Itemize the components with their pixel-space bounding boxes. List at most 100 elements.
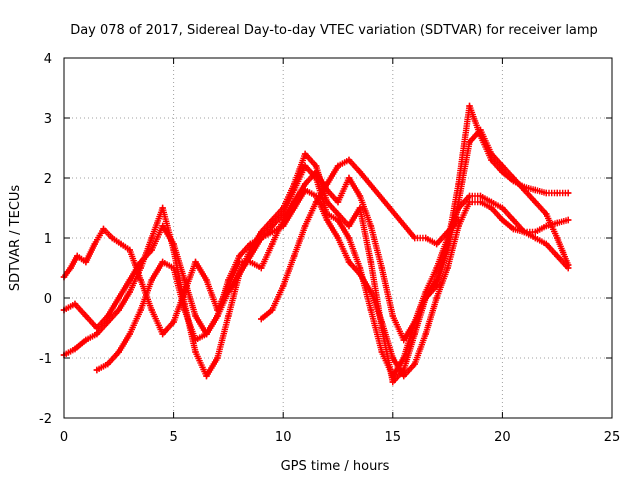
data-point [170,264,177,272]
data-point [345,258,353,266]
data-point [532,234,539,242]
data-point [258,264,265,272]
data-point [367,288,375,296]
data-point [521,228,528,236]
data-point [236,270,243,278]
data-point [181,306,188,314]
data-point [159,330,166,338]
data-point [345,156,353,164]
data-point [510,174,517,182]
data-point [192,336,199,344]
data-point [126,246,133,254]
data-point [192,312,199,320]
data-point [433,282,440,290]
data-point [422,330,429,338]
data-point [115,294,122,302]
data-point [67,264,74,272]
data-point [126,288,133,296]
data-point [269,228,276,236]
data-point [82,312,90,320]
data-point [532,186,539,194]
y-tick-label: 4 [44,52,52,67]
axis-ticks: 0 5 10 15 20 25 -2 -1 0 1 2 3 4 [39,52,620,445]
data-point [521,186,528,194]
data-point [411,360,418,368]
data-point [170,318,177,326]
data-point [115,348,122,356]
data-point [433,294,440,302]
data-point [532,198,539,206]
data-point [203,372,210,380]
data-point [312,198,320,206]
data-point [334,216,342,224]
data-point [290,186,298,194]
series-track-5 [258,156,462,323]
data-point [367,258,375,266]
data-point [356,204,364,212]
data-point [192,348,199,356]
x-tick-label: 5 [169,430,177,445]
data-point [312,162,320,170]
x-tick-label: 10 [275,430,292,445]
data-point [73,252,81,260]
data-point [543,189,550,197]
data-point [422,288,429,296]
data-point [71,345,79,353]
data-point [203,330,210,338]
data-point [203,276,210,284]
data-point [356,168,364,176]
data-point [301,150,309,158]
data-point [554,219,561,227]
data-point [82,336,90,344]
data-point [466,138,473,146]
data-point [345,222,353,230]
data-point [532,228,539,236]
data-point [301,180,309,188]
data-point [488,204,495,212]
data-point [104,360,112,368]
data-point [247,240,254,248]
x-tick-label: 25 [604,430,621,445]
data-point [91,240,98,248]
data-point [477,198,484,206]
data-point [258,315,265,323]
x-tick-label: 0 [60,430,68,445]
data-point [104,312,112,320]
data-point [269,306,276,314]
series-marks [258,156,462,323]
data-point [466,192,473,200]
data-point [290,252,298,260]
data-point [148,276,155,284]
data-point [444,264,451,272]
data-point [466,198,473,206]
data-point [126,276,133,284]
data-point [117,240,125,248]
data-point [301,186,309,194]
data-point [477,192,484,200]
series-track-4 [93,186,572,380]
data-point [100,225,107,233]
data-point [93,330,101,338]
data-point [82,258,90,266]
data-point [345,234,353,242]
data-point [159,222,166,230]
data-series [60,102,572,386]
data-point [367,306,375,314]
data-point [543,210,550,218]
data-point [345,174,353,182]
data-point [312,168,320,176]
data-point [499,162,506,170]
data-point [137,306,144,314]
data-point [71,300,79,308]
data-point [455,216,462,224]
y-tick-label: 3 [44,112,52,127]
series-marks [60,102,572,386]
y-tick-label: -1 [39,352,52,367]
data-point [411,234,418,242]
data-point [93,324,101,332]
data-point [510,216,517,224]
data-point [488,150,495,158]
data-point [214,312,221,320]
data-point [214,354,221,362]
